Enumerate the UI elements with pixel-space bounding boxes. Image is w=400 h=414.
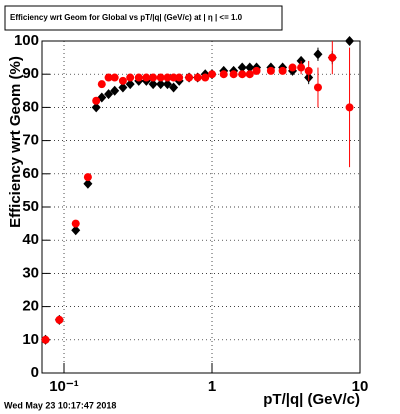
y-tick-label: 50: [22, 198, 39, 215]
marker: [55, 315, 64, 324]
y-tick-label: 70: [22, 132, 39, 149]
marker: [118, 82, 128, 93]
marker: [278, 66, 287, 75]
y-tick-label: 90: [22, 65, 39, 82]
marker: [149, 73, 158, 82]
title-box: [4, 5, 283, 31]
y-tick-label: 0: [31, 364, 39, 381]
y-tick-label: 80: [22, 98, 39, 115]
marker: [134, 73, 143, 82]
y-tick-label: 40: [22, 231, 39, 248]
marker: [163, 73, 172, 82]
marker: [288, 63, 297, 72]
marker: [185, 73, 194, 82]
footer: Wed May 23 10:17:47 2018: [4, 400, 116, 410]
marker: [142, 73, 151, 82]
marker: [201, 73, 210, 82]
marker: [313, 83, 322, 92]
marker: [219, 70, 228, 79]
marker: [118, 76, 127, 85]
marker: [156, 73, 165, 82]
marker: [304, 66, 313, 75]
marker: [245, 70, 254, 79]
marker: [71, 225, 81, 236]
marker: [110, 73, 119, 82]
marker: [104, 73, 113, 82]
marker: [71, 219, 80, 228]
marker: [237, 62, 247, 73]
marker: [297, 63, 306, 72]
marker: [313, 49, 323, 60]
marker: [41, 335, 50, 344]
frame: [41, 40, 361, 374]
marker: [245, 62, 255, 73]
marker: [169, 73, 178, 82]
marker: [162, 79, 172, 90]
y-tick-label: 10: [22, 331, 39, 348]
x-tick-label: 10⁻¹: [49, 378, 79, 395]
marker: [126, 73, 135, 82]
marker: [193, 73, 202, 82]
marker: [238, 70, 247, 79]
x-axis-label: pT/|q| (GeV/c): [263, 391, 360, 408]
marker: [229, 70, 238, 79]
marker: [208, 70, 217, 79]
y-tick-label: 20: [22, 298, 39, 315]
y-axis-label: Efficiency wrt Geom (%): [7, 56, 24, 228]
y-tick-label: 30: [22, 264, 39, 281]
chart-title: Efficiency wrt Geom for Global vs pT/|q|…: [10, 13, 243, 22]
marker: [175, 73, 184, 82]
marker: [97, 80, 106, 89]
y-tick-label: 60: [22, 165, 39, 182]
x-tick-label: 1: [208, 378, 216, 395]
marker: [345, 36, 355, 46]
marker: [266, 66, 275, 75]
x-tick-label: 10: [352, 378, 369, 395]
marker: [92, 96, 101, 105]
marker: [252, 66, 261, 75]
marker: [125, 79, 135, 90]
marker: [83, 173, 92, 182]
marker: [169, 82, 179, 93]
marker: [345, 103, 354, 112]
marker: [148, 79, 158, 90]
y-tick-label: 100: [14, 32, 39, 49]
marker: [104, 89, 114, 100]
marker: [91, 102, 101, 113]
marker: [328, 53, 337, 62]
marker: [110, 85, 120, 96]
marker: [83, 178, 93, 189]
marker: [156, 79, 166, 90]
